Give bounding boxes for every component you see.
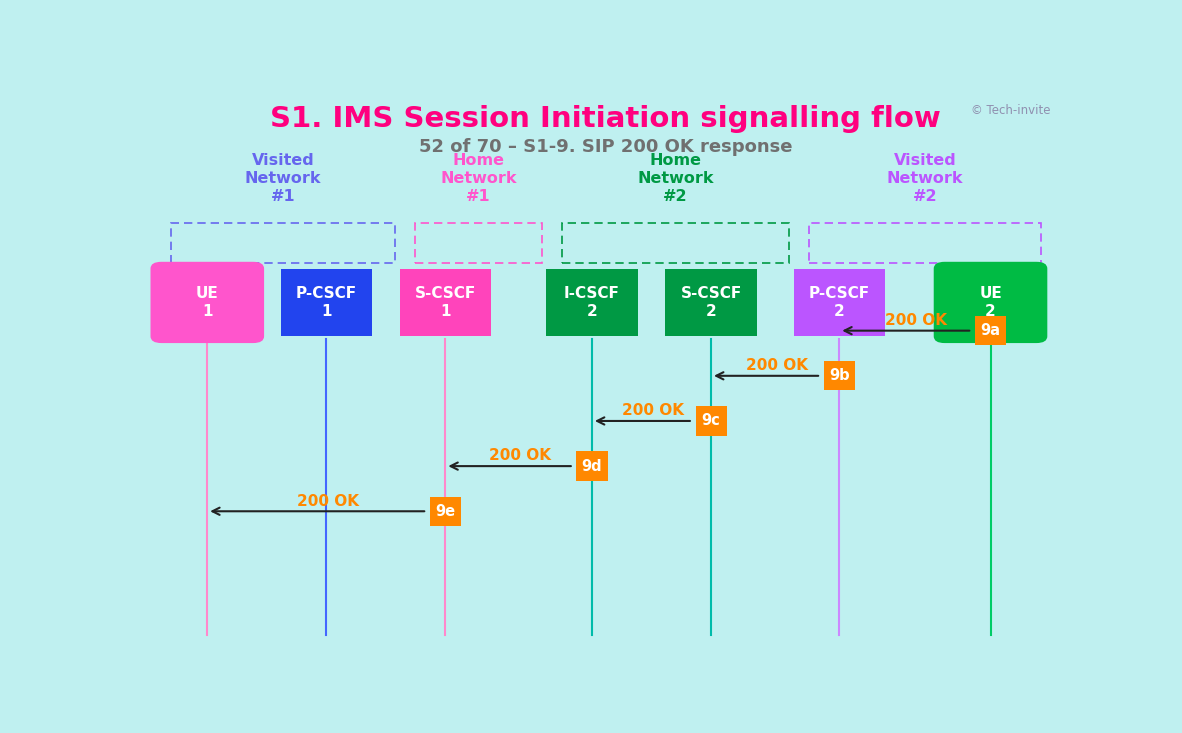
Text: 200 OK: 200 OK (297, 493, 359, 509)
Text: S1. IMS Session Initiation signalling flow: S1. IMS Session Initiation signalling fl… (271, 105, 941, 133)
FancyBboxPatch shape (546, 268, 638, 336)
Text: 9e: 9e (435, 504, 455, 519)
FancyBboxPatch shape (577, 452, 608, 481)
Bar (561, 224, 788, 263)
FancyBboxPatch shape (150, 262, 264, 343)
Text: Visited
Network
#2: Visited Network #2 (886, 152, 963, 204)
Text: P-CSCF
1: P-CSCF 1 (296, 286, 357, 319)
Text: 9a: 9a (981, 323, 1000, 338)
FancyBboxPatch shape (975, 316, 1006, 345)
Text: 200 OK: 200 OK (622, 403, 684, 419)
Text: P-CSCF
2: P-CSCF 2 (808, 286, 870, 319)
Text: I-CSCF
2: I-CSCF 2 (564, 286, 621, 319)
FancyBboxPatch shape (280, 268, 372, 336)
Text: UE
1: UE 1 (196, 286, 219, 319)
Text: 200 OK: 200 OK (489, 449, 551, 463)
Text: 9b: 9b (829, 368, 850, 383)
Bar (170, 224, 395, 263)
Bar (810, 224, 1041, 263)
FancyBboxPatch shape (400, 268, 492, 336)
FancyBboxPatch shape (695, 406, 727, 435)
FancyBboxPatch shape (665, 268, 756, 336)
Text: 9c: 9c (702, 413, 721, 429)
Text: S-CSCF
2: S-CSCF 2 (681, 286, 742, 319)
Text: © Tech-invite: © Tech-invite (970, 104, 1050, 117)
Text: UE
2: UE 2 (979, 286, 1002, 319)
Text: 200 OK: 200 OK (885, 313, 947, 328)
Bar (415, 224, 541, 263)
Text: 200 OK: 200 OK (746, 358, 807, 373)
Text: 52 of 70 – S1-9. SIP 200 OK response: 52 of 70 – S1-9. SIP 200 OK response (420, 139, 792, 156)
FancyBboxPatch shape (934, 262, 1047, 343)
Text: Home
Network
#1: Home Network #1 (440, 152, 517, 204)
Text: 9d: 9d (582, 459, 603, 474)
Text: Home
Network
#2: Home Network #2 (637, 152, 714, 204)
Text: S-CSCF
1: S-CSCF 1 (415, 286, 476, 319)
FancyBboxPatch shape (824, 361, 855, 391)
FancyBboxPatch shape (793, 268, 885, 336)
FancyBboxPatch shape (430, 496, 461, 526)
Text: Visited
Network
#1: Visited Network #1 (245, 152, 322, 204)
